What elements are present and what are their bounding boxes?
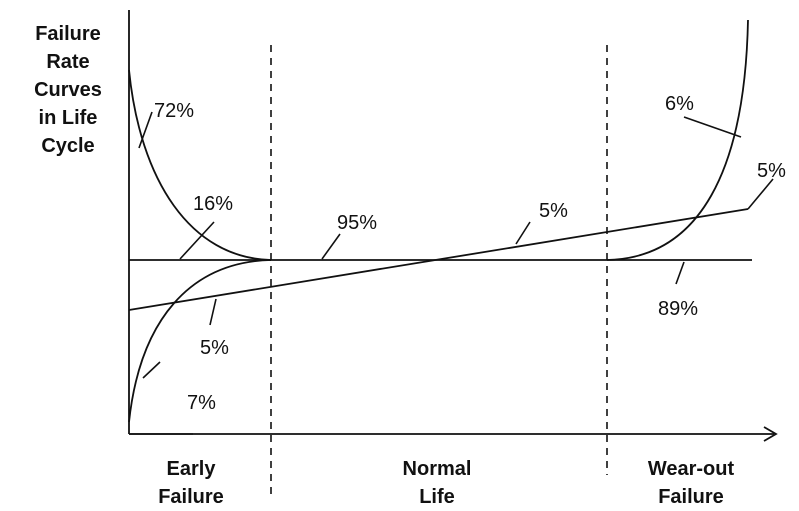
region-normal-line-1: Normal — [403, 458, 472, 480]
label-89: 89% — [658, 298, 698, 320]
label-72: 72% — [154, 100, 194, 122]
leader-7 — [142, 361, 161, 379]
diagram-title: Failure Rate Curves in Life Cycle — [34, 23, 102, 157]
region-wearout-line-2: Failure — [658, 486, 724, 508]
label-6: 6% — [665, 93, 694, 115]
title-line-2: Rate — [46, 51, 89, 73]
label-5-mid: 5% — [539, 200, 568, 222]
wearout-increasing-curve — [606, 19, 749, 261]
leader-72 — [138, 111, 153, 149]
leader-5-inner — [209, 298, 217, 326]
rising-line — [128, 208, 749, 311]
region-wearout-line-1: Wear-out — [648, 458, 735, 480]
label-7: 7% — [187, 392, 216, 414]
label-5-inner: 5% — [200, 337, 229, 359]
leader-95 — [321, 233, 341, 260]
x-axis-arrowhead — [763, 426, 778, 442]
region-early: Early Failure — [158, 458, 224, 508]
early-increasing-curve — [128, 259, 272, 423]
title-line-4: in Life — [39, 107, 98, 129]
label-95: 95% — [337, 212, 377, 234]
leader-5-mid — [515, 221, 531, 245]
leader-5-end — [747, 178, 774, 210]
region-normal: Normal Life — [403, 458, 472, 508]
region-early-line-1: Early — [167, 458, 217, 480]
label-16: 16% — [193, 193, 233, 215]
region-normal-line-2: Life — [419, 486, 455, 508]
early-decreasing-curve — [128, 69, 272, 261]
title-line-1: Failure — [35, 23, 101, 45]
title-line-5: Cycle — [41, 135, 94, 157]
leader-6 — [683, 116, 742, 138]
region-wearout: Wear-out Failure — [648, 458, 735, 508]
leader-16 — [179, 221, 215, 260]
title-line-3: Curves — [34, 79, 102, 101]
region-early-line-2: Failure — [158, 486, 224, 508]
leader-89 — [675, 261, 685, 285]
label-5-end: 5% — [757, 160, 786, 182]
